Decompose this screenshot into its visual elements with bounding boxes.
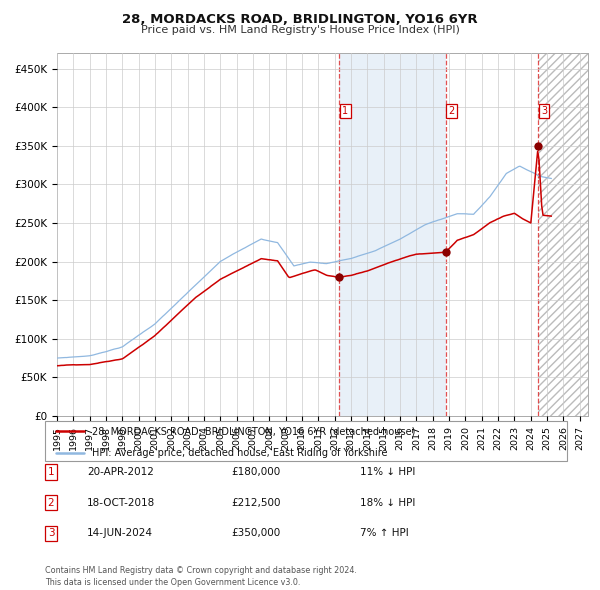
Text: 28, MORDACKS ROAD, BRIDLINGTON, YO16 6YR (detached house): 28, MORDACKS ROAD, BRIDLINGTON, YO16 6YR… [92, 427, 415, 436]
Bar [340, 53, 446, 416]
Text: 14-JUN-2024: 14-JUN-2024 [87, 529, 153, 538]
Text: 2: 2 [449, 106, 455, 116]
Bar [538, 53, 588, 416]
Text: 1: 1 [47, 467, 55, 477]
Text: Price paid vs. HM Land Registry's House Price Index (HPI): Price paid vs. HM Land Registry's House … [140, 25, 460, 35]
Text: 3: 3 [47, 529, 55, 538]
Text: 2: 2 [47, 498, 55, 507]
Text: Contains HM Land Registry data © Crown copyright and database right 2024.
This d: Contains HM Land Registry data © Crown c… [45, 566, 357, 587]
Text: 28, MORDACKS ROAD, BRIDLINGTON, YO16 6YR: 28, MORDACKS ROAD, BRIDLINGTON, YO16 6YR [122, 13, 478, 26]
Text: 3: 3 [541, 106, 547, 116]
Text: 18% ↓ HPI: 18% ↓ HPI [360, 498, 415, 507]
Text: 18-OCT-2018: 18-OCT-2018 [87, 498, 155, 507]
Text: £180,000: £180,000 [231, 467, 280, 477]
Text: 7% ↑ HPI: 7% ↑ HPI [360, 529, 409, 538]
Text: £212,500: £212,500 [231, 498, 281, 507]
Text: 20-APR-2012: 20-APR-2012 [87, 467, 154, 477]
Text: 1: 1 [343, 106, 349, 116]
Bar [538, 53, 588, 416]
Text: HPI: Average price, detached house, East Riding of Yorkshire: HPI: Average price, detached house, East… [92, 448, 388, 458]
Text: 11% ↓ HPI: 11% ↓ HPI [360, 467, 415, 477]
Text: £350,000: £350,000 [231, 529, 280, 538]
